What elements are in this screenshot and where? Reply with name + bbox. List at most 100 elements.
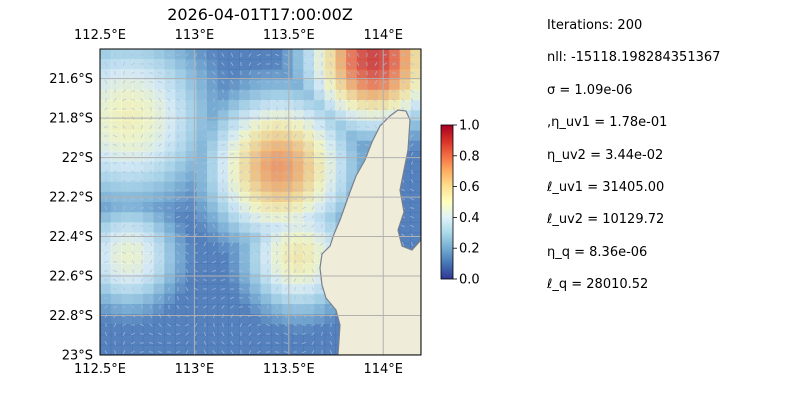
current-arrow bbox=[240, 340, 242, 346]
heatmap-cell bbox=[100, 334, 112, 346]
current-arrow bbox=[222, 241, 224, 247]
current-arrow bbox=[329, 196, 333, 202]
current-arrow bbox=[122, 161, 126, 165]
heatmap-cell bbox=[303, 140, 315, 152]
heatmap-cell bbox=[346, 49, 358, 60]
heatmap-cell bbox=[260, 212, 272, 223]
current-arrow bbox=[157, 72, 163, 74]
current-arrow bbox=[410, 89, 414, 93]
current-arrow bbox=[122, 349, 126, 355]
heatmap-cell bbox=[142, 344, 155, 355]
heatmap-cell bbox=[164, 110, 176, 121]
heatmap-cell bbox=[367, 49, 379, 60]
heatmap-cell bbox=[239, 79, 251, 91]
heatmap-cell bbox=[174, 120, 187, 132]
heatmap-cell bbox=[271, 242, 283, 254]
current-arrow bbox=[229, 260, 235, 264]
heatmap-cell bbox=[142, 222, 155, 234]
current-arrow bbox=[366, 70, 368, 76]
heatmap-cell bbox=[217, 232, 229, 244]
heatmap-cell bbox=[217, 49, 229, 60]
current-arrow bbox=[293, 269, 297, 273]
heatmap-cell bbox=[100, 120, 112, 132]
heatmap-cell bbox=[388, 100, 401, 111]
current-arrow bbox=[329, 161, 333, 165]
heatmap-cell bbox=[164, 79, 176, 91]
current-arrow bbox=[167, 259, 171, 265]
current-arrow bbox=[185, 206, 189, 210]
heatmap-cell bbox=[110, 140, 122, 152]
heatmap-cell bbox=[367, 59, 379, 70]
heatmap-cell bbox=[249, 222, 262, 234]
heatmap-cell bbox=[174, 263, 187, 274]
heatmap-cell bbox=[207, 324, 219, 336]
current-arrow bbox=[301, 179, 307, 183]
current-arrow bbox=[311, 296, 315, 300]
current-arrow bbox=[266, 269, 270, 273]
heatmap-cell bbox=[217, 161, 229, 172]
current-arrow bbox=[302, 305, 306, 309]
current-arrow bbox=[311, 341, 315, 345]
current-arrow bbox=[292, 225, 298, 227]
current-arrow bbox=[175, 234, 181, 236]
heatmap-cell bbox=[196, 161, 208, 172]
current-arrow bbox=[248, 278, 252, 282]
current-arrow bbox=[411, 169, 413, 175]
current-arrow bbox=[203, 242, 207, 246]
current-arrow bbox=[131, 170, 135, 174]
current-arrow bbox=[185, 215, 189, 219]
current-arrow bbox=[203, 97, 207, 103]
heatmap-cell bbox=[196, 334, 208, 346]
heatmap-cell bbox=[281, 202, 294, 213]
current-arrow bbox=[121, 306, 127, 308]
current-arrow bbox=[411, 160, 413, 166]
current-arrow bbox=[409, 80, 415, 84]
current-arrow bbox=[401, 233, 405, 237]
heatmap-cell bbox=[239, 253, 251, 264]
heatmap-cell bbox=[324, 344, 336, 355]
current-arrow bbox=[275, 98, 279, 102]
heatmap-cell bbox=[185, 253, 197, 264]
heatmap-cell bbox=[185, 324, 197, 336]
current-arrow bbox=[284, 278, 288, 282]
heatmap-cell bbox=[239, 283, 251, 295]
heatmap-cell bbox=[410, 151, 421, 162]
heatmap-cell bbox=[132, 59, 144, 70]
heatmap-cell bbox=[185, 161, 197, 172]
current-arrow bbox=[167, 151, 171, 157]
current-arrow bbox=[329, 215, 333, 219]
current-arrow bbox=[284, 89, 288, 93]
heatmap-cell bbox=[228, 89, 240, 101]
heatmap-cell bbox=[271, 100, 283, 111]
heatmap-cell bbox=[388, 79, 401, 91]
heatmap-cell bbox=[335, 79, 347, 91]
current-arrow bbox=[194, 323, 198, 327]
current-arrow bbox=[293, 169, 297, 175]
heatmap-cell bbox=[174, 202, 187, 213]
heatmap-cell bbox=[228, 49, 240, 60]
heatmap-cell bbox=[142, 324, 155, 336]
current-arrow bbox=[221, 152, 225, 156]
heatmap-cell bbox=[260, 273, 272, 285]
current-arrow bbox=[114, 349, 116, 355]
eta-uv1-text: ,η_uv1 = 1.78e-01 bbox=[547, 115, 668, 131]
current-arrow bbox=[212, 223, 216, 229]
current-arrow bbox=[158, 287, 162, 291]
heatmap-cell bbox=[153, 212, 165, 223]
current-arrow bbox=[122, 233, 126, 237]
current-arrow bbox=[294, 259, 296, 265]
heatmap-cell bbox=[142, 273, 155, 285]
heatmap-cell bbox=[132, 242, 144, 254]
current-arrow bbox=[158, 342, 162, 344]
current-arrow bbox=[346, 135, 352, 137]
current-arrow bbox=[311, 215, 315, 219]
heatmap-cell bbox=[399, 171, 411, 183]
current-arrow bbox=[337, 125, 343, 129]
heatmap-cell bbox=[132, 181, 144, 193]
heatmap-cell bbox=[260, 151, 272, 162]
heatmap-cell bbox=[164, 181, 176, 193]
heatmap-cell bbox=[356, 100, 369, 111]
current-arrow bbox=[257, 107, 261, 111]
heatmap-cell bbox=[196, 304, 208, 315]
heatmap-cell bbox=[249, 100, 262, 111]
